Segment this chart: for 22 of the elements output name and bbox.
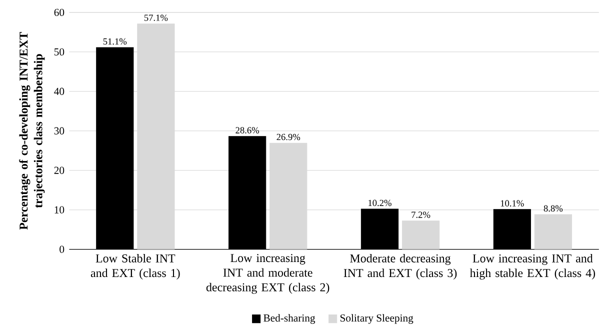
data-label: 10.1% bbox=[500, 200, 524, 207]
data-label: 10.2% bbox=[368, 200, 392, 206]
x-tick-label: Low increasing INT and high stable EXT (class 4) bbox=[470, 254, 596, 280]
data-label: 26.9% bbox=[276, 134, 300, 140]
legend-label: Solitary Sleeping bbox=[340, 314, 414, 324]
legend-label: Bed-sharing bbox=[264, 314, 316, 324]
data-label: 28.6% bbox=[236, 127, 260, 134]
y-tick-label: 30 bbox=[54, 127, 64, 135]
y-tick-label: 20 bbox=[54, 166, 64, 174]
data-label: 7.2% bbox=[412, 212, 430, 218]
data-label: 57.1% bbox=[144, 14, 168, 22]
x-tick-label: Moderate decreasing INT and EXT (class 3) bbox=[344, 254, 457, 280]
data-label: 51.1% bbox=[103, 38, 127, 45]
y-tick-label: 0 bbox=[60, 246, 64, 253]
y-tick-label: 10 bbox=[54, 206, 64, 214]
y-axis-title: Percentage of co-developing INT/EXT trajectories class membership bbox=[19, 32, 45, 230]
x-tick-label: Low increasing INT and moderate decreasing EXT (class 2) bbox=[206, 254, 330, 294]
data-label: 8.8% bbox=[544, 205, 563, 212]
y-tick-label: 60 bbox=[54, 8, 64, 16]
y-tick-label: 40 bbox=[54, 88, 64, 96]
y-tick-label: 50 bbox=[54, 48, 64, 56]
x-tick-label: Low Stable INT and EXT (class 1) bbox=[90, 254, 180, 280]
